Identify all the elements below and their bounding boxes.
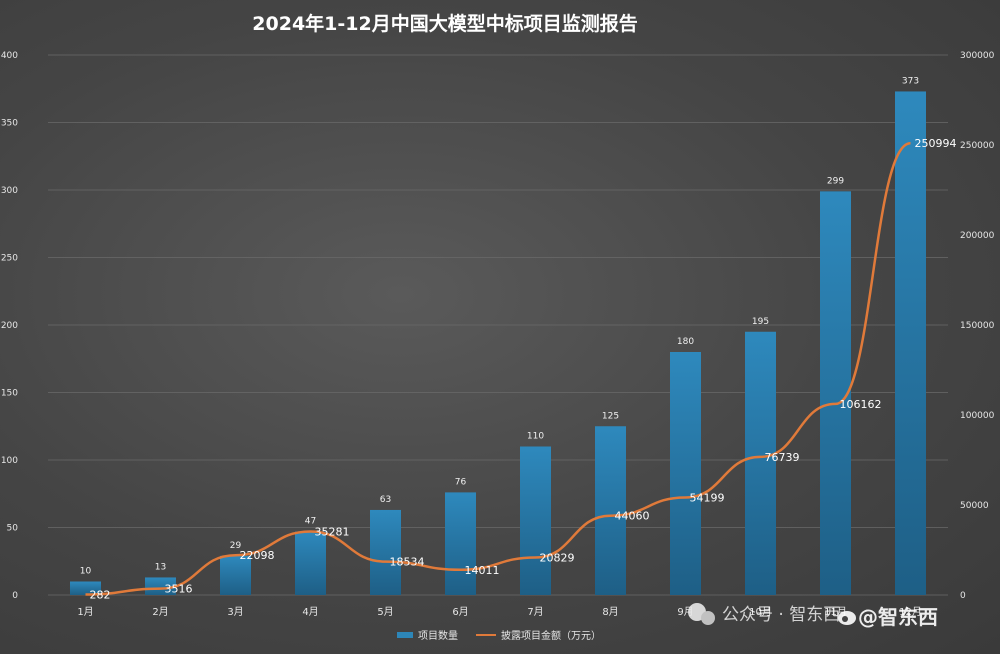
bar (220, 555, 251, 595)
bar-series: 10 13 29 47 63 76 110 125 180 195 299 373 (70, 76, 926, 595)
bar-data-label: 125 (602, 411, 619, 421)
gridlines (48, 54, 948, 596)
weibo-icon (838, 611, 856, 625)
line-data-label: 20829 (540, 552, 575, 565)
bar (295, 531, 326, 595)
line-series: 282 3516 22098 35281 18534 14011 20829 44060 541… (85, 137, 957, 601)
x-tick-label: 10月 (749, 606, 772, 618)
x-tick-label: 12月 (899, 606, 922, 618)
x-tick-label: 8月 (602, 606, 618, 618)
y-left-tick-label: 0 (12, 591, 18, 601)
bar (520, 446, 551, 595)
legend: 项目数量 披露项目金额（万元） (397, 629, 601, 642)
y-left-tick-label: 400 (1, 51, 18, 61)
bar (745, 331, 776, 595)
y-left-tick-label: 350 (1, 119, 18, 129)
bar (820, 191, 851, 595)
watermark-brand: @智东西 (858, 605, 938, 629)
line-data-label: 76739 (765, 451, 800, 464)
line-data-label: 282 (90, 588, 111, 601)
line-data-label: 22098 (240, 549, 275, 562)
y-left-tick-label: 200 (1, 321, 18, 331)
bar (70, 581, 101, 595)
line-data-label: 3516 (165, 583, 193, 596)
x-tick-label: 2月 (152, 606, 168, 618)
line-data-label: 106162 (840, 398, 882, 411)
y-right-tick-label: 50000 (960, 501, 989, 511)
legend-swatch-bar (397, 632, 413, 638)
y-right-tick-label: 200000 (960, 231, 995, 241)
bar-data-label: 110 (527, 432, 544, 442)
legend-label-line: 披露项目金额（万元） (501, 629, 601, 642)
x-tick-label: 4月 (302, 606, 318, 618)
y-right-tick-label: 100000 (960, 411, 995, 421)
x-tick-label: 5月 (377, 606, 393, 618)
bar-data-label: 10 (80, 567, 92, 577)
line-data-label: 18534 (390, 556, 425, 569)
line-data-label: 35281 (315, 525, 350, 538)
bar (595, 426, 626, 595)
line-data-label: 54199 (690, 491, 725, 504)
bar (670, 352, 701, 595)
x-tick-label: 3月 (227, 606, 243, 618)
y-left-tick-label: 150 (1, 389, 18, 399)
bar-data-label: 373 (902, 76, 919, 86)
y-left-tick-label: 100 (1, 456, 18, 466)
y-right-tick-label: 300000 (960, 51, 995, 61)
y-left-tick-label: 300 (1, 186, 18, 196)
line-data-label: 250994 (915, 137, 957, 150)
bar-data-label: 29 (230, 541, 242, 551)
line-data-label: 44060 (615, 510, 650, 523)
bar (370, 509, 401, 595)
bar (145, 577, 176, 595)
watermark: 公众号 · 智东西 @智东西 (688, 603, 938, 629)
legend-label-bar: 项目数量 (418, 629, 458, 642)
watermark-text: 公众号 · 智东西 (722, 605, 840, 625)
bar-data-label: 63 (380, 495, 391, 505)
y-right-tick-label: 150000 (960, 321, 995, 331)
x-tick-label: 7月 (527, 606, 543, 618)
line-path (85, 141, 911, 596)
wechat-icon (688, 603, 715, 625)
bar-data-label: 299 (827, 176, 844, 186)
y-right-tick-label: 250000 (960, 141, 995, 151)
bar-data-label: 195 (752, 317, 769, 327)
bar-data-label: 13 (155, 562, 166, 572)
x-tick-label: 6月 (452, 606, 468, 618)
y-right-tick-label: 0 (960, 591, 966, 601)
bar (895, 91, 926, 595)
axes: 0 50 100 150 200 250 300 350 400 0 50000 100000 1500… (1, 51, 995, 618)
line-data-label: 14011 (465, 564, 500, 577)
bar-data-label: 180 (677, 337, 694, 347)
y-left-tick-label: 50 (7, 524, 19, 534)
chart-title: 2024年1-12月中国大模型中标项目监测报告 (252, 12, 637, 35)
x-tick-label: 1月 (77, 606, 93, 618)
bar-data-label: 76 (455, 477, 467, 487)
y-left-tick-label: 250 (1, 254, 18, 264)
bar (445, 492, 476, 595)
bar-data-label: 47 (305, 517, 316, 527)
